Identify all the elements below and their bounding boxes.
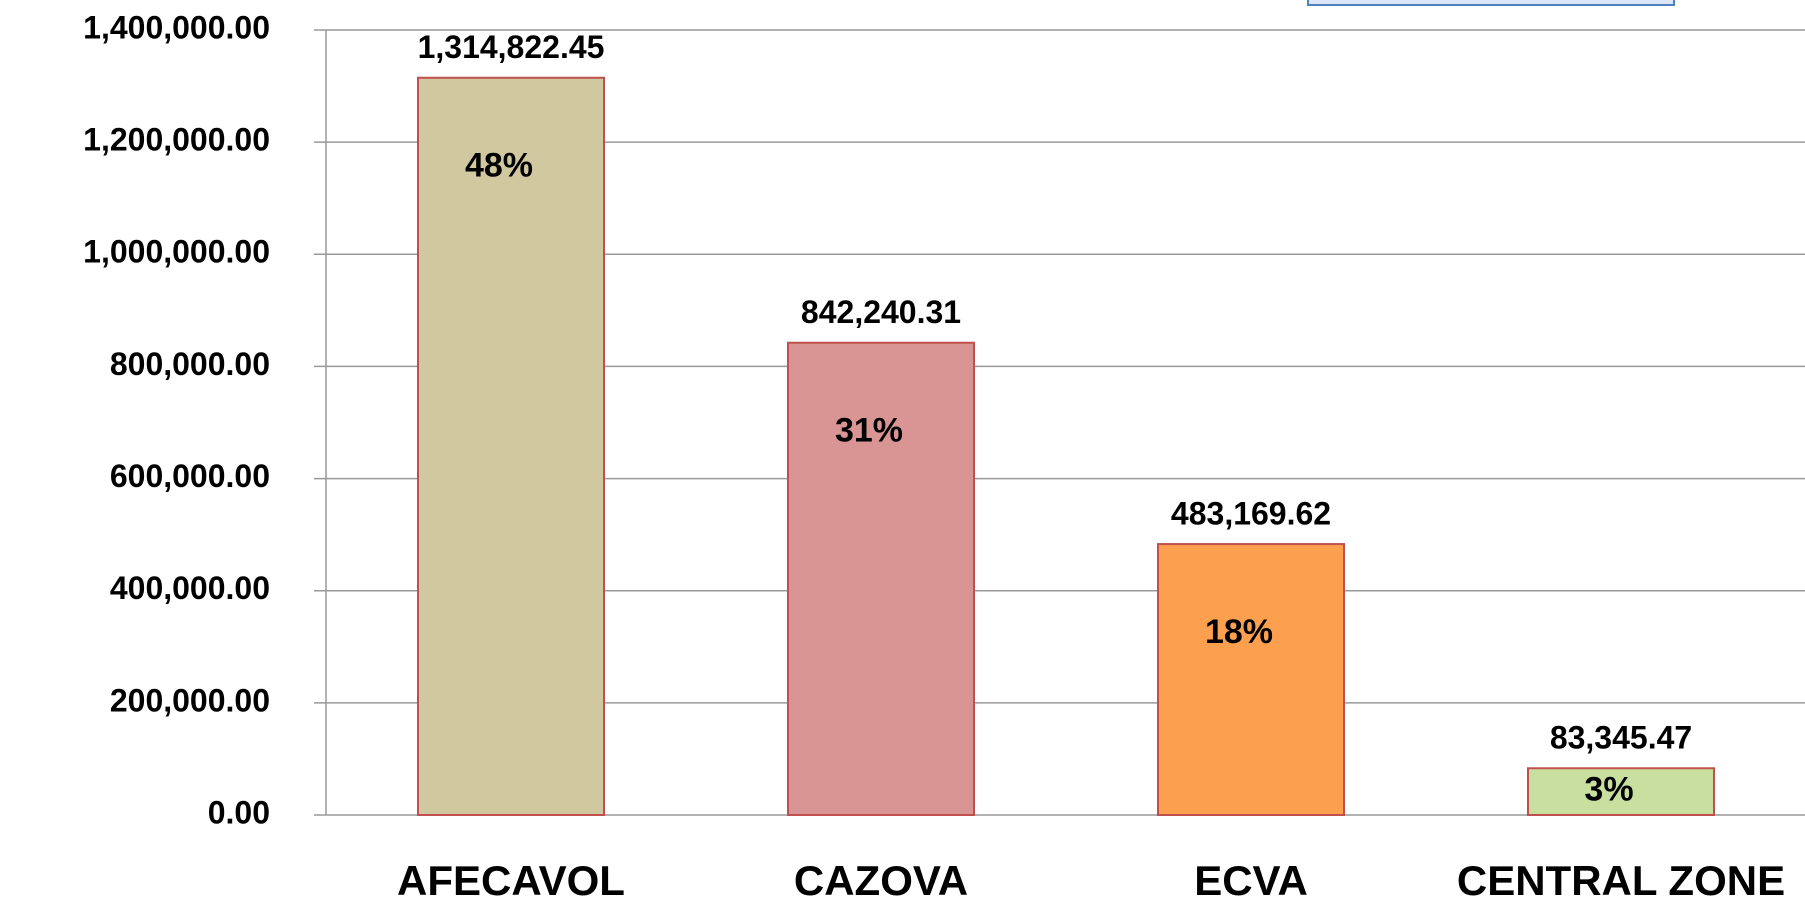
bar bbox=[1157, 543, 1345, 816]
y-tick-label: 0.00 bbox=[208, 794, 270, 830]
x-tick-label: CENTRAL ZONE bbox=[1457, 857, 1785, 904]
bar bbox=[787, 341, 975, 816]
y-tick-label: 1,400,000.00 bbox=[83, 9, 270, 45]
x-tick-label: CAZOVA bbox=[794, 857, 968, 904]
y-tick-label: 1,200,000.00 bbox=[83, 122, 270, 158]
share-label: 3% bbox=[1584, 771, 1633, 809]
legend-box bbox=[1307, 0, 1675, 6]
y-tick-label: 600,000.00 bbox=[110, 458, 270, 494]
bar bbox=[1527, 767, 1715, 817]
y-tick-label: 800,000.00 bbox=[110, 346, 270, 382]
value-label: 1,314,822.45 bbox=[418, 29, 605, 65]
y-tick-label: 1,000,000.00 bbox=[83, 234, 270, 270]
bar bbox=[417, 76, 605, 817]
value-label: 842,240.31 bbox=[801, 294, 961, 330]
x-tick-label: ECVA bbox=[1194, 857, 1308, 904]
value-label: 83,345.47 bbox=[1550, 720, 1692, 756]
share-label: 18% bbox=[1205, 613, 1273, 651]
y-tick-label: 400,000.00 bbox=[110, 570, 270, 606]
share-label: 31% bbox=[835, 412, 903, 450]
x-tick-label: AFECAVOL bbox=[397, 857, 625, 904]
value-label: 483,169.62 bbox=[1171, 496, 1331, 532]
y-tick-label: 200,000.00 bbox=[110, 682, 270, 718]
share-label: 48% bbox=[465, 147, 533, 185]
